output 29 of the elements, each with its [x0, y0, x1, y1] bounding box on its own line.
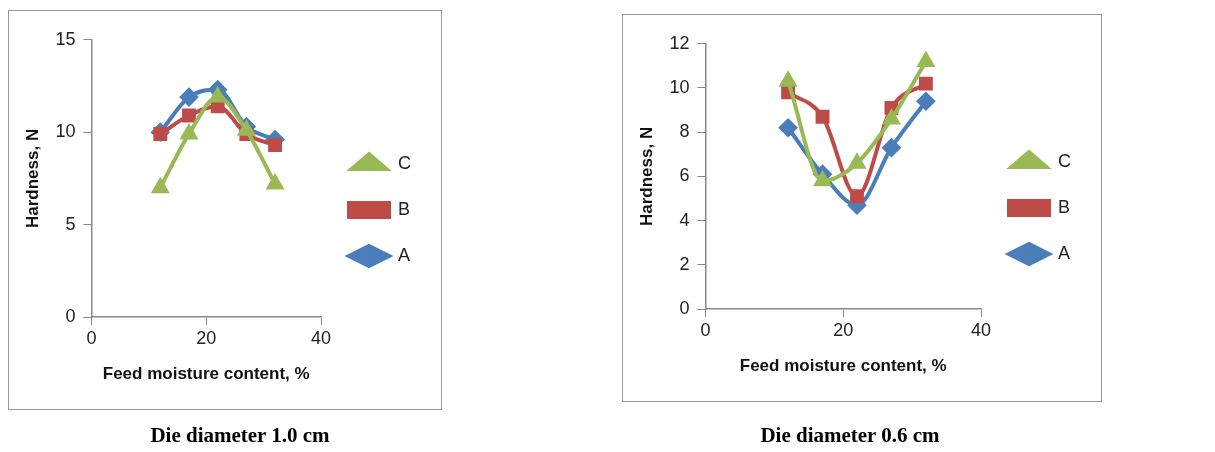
y-tick-label: 6 [679, 165, 690, 186]
y-tick-label: 0 [65, 305, 76, 326]
y-axis-title: Hardness, N [22, 128, 42, 228]
y-tick-label: 4 [679, 209, 690, 230]
y-tick-label: 0 [679, 297, 690, 318]
legend-label: B [1058, 196, 1071, 217]
x-tick-label: 40 [310, 327, 332, 348]
y-axis-title: Hardness, N [636, 126, 656, 226]
legend-label: A [1058, 242, 1071, 263]
y-tick-label: 2 [679, 253, 690, 274]
x-tick-label: 0 [700, 319, 711, 340]
y-tick-label: 15 [55, 28, 76, 49]
x-axis-title: Feed moisture content, % [739, 356, 947, 376]
legend-label: B [398, 198, 411, 219]
legend-label: C [398, 152, 411, 173]
legend-label: A [398, 244, 411, 265]
x-tick-label: 40 [970, 319, 992, 340]
legend-label: C [1058, 150, 1071, 171]
text: Die diameter 0.6 cm [760, 423, 940, 448]
x-tick-label: 20 [196, 327, 217, 348]
x-axis-title: Feed moisture content, % [102, 364, 310, 384]
y-tick-label: 5 [65, 213, 76, 234]
text: Die diameter 1.0 cm [150, 423, 330, 448]
x-tick-label: 0 [86, 327, 97, 348]
y-tick-label: 8 [679, 121, 690, 142]
y-tick-label: 10 [669, 76, 690, 97]
y-tick-label: 12 [669, 32, 690, 53]
x-tick-label: 20 [833, 319, 854, 340]
y-tick-label: 10 [55, 121, 76, 142]
